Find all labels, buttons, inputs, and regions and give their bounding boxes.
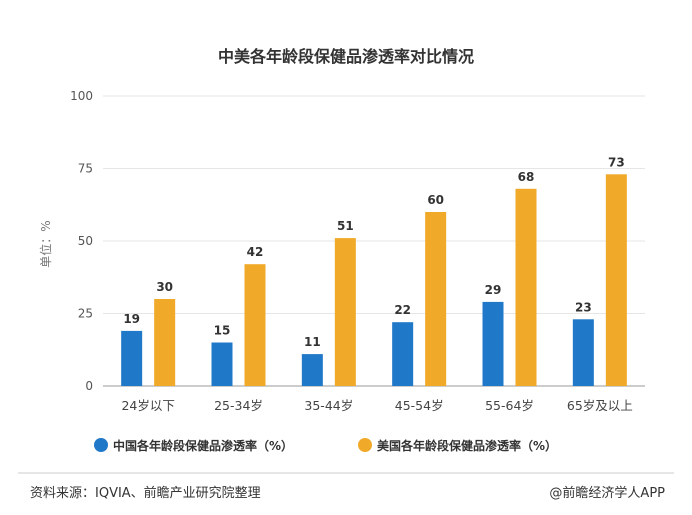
- x-tick-label: 65岁及以上: [567, 398, 633, 413]
- bar-usa: [425, 212, 447, 386]
- data-label-china: 22: [394, 303, 411, 317]
- bar-china: [392, 322, 414, 386]
- legend-label-usa: 美国各年龄段保健品渗透率（%）: [377, 438, 557, 453]
- data-label-china: 15: [214, 324, 231, 338]
- data-label-usa: 60: [427, 193, 444, 207]
- data-label-usa: 51: [337, 219, 354, 233]
- chart-title: 中美各年龄段保健品渗透率对比情况: [218, 47, 474, 66]
- bar-china: [121, 330, 143, 386]
- y-tick-label: 100: [70, 89, 93, 103]
- data-label-usa: 73: [608, 155, 625, 169]
- credit-note: @前瞻经济学人APP: [549, 485, 665, 501]
- legend-label-china: 中国各年龄段保健品渗透率（%）: [113, 438, 293, 453]
- y-tick-label: 75: [78, 162, 93, 176]
- x-tick-label: 24岁以下: [121, 398, 174, 413]
- data-labels: 19 30 15 42 11 51 22 60 29 68 23 73: [123, 155, 624, 349]
- x-axis-ticks: 24岁以下 25-34岁 35-44岁 45-54岁 55-64岁 65岁及以上: [121, 398, 632, 413]
- legend: 中国各年龄段保健品渗透率（%） 美国各年龄段保健品渗透率（%）: [94, 438, 557, 453]
- bar-usa: [334, 238, 356, 386]
- source-note: 资料来源：IQVIA、前瞻产业研究院整理: [30, 485, 261, 501]
- bar-china: [301, 354, 323, 386]
- data-label-usa: 42: [247, 245, 264, 259]
- y-tick-label: 25: [78, 307, 93, 321]
- data-label-china: 19: [123, 312, 140, 326]
- bar-usa: [605, 174, 627, 386]
- data-label-china: 29: [485, 283, 502, 297]
- bar-china: [572, 319, 594, 386]
- x-tick-label: 45-54岁: [395, 398, 444, 413]
- y-axis-ticks: 0 25 50 75 100: [70, 89, 93, 393]
- bar-usa: [154, 299, 176, 386]
- bars: [121, 174, 627, 386]
- bar-china: [211, 342, 233, 386]
- data-label-china: 11: [304, 335, 321, 349]
- bar-usa: [515, 188, 537, 386]
- gridlines: [103, 95, 645, 387]
- y-axis-label: 单位：%: [38, 220, 53, 267]
- bar-china: [482, 301, 504, 386]
- bar-usa: [244, 264, 266, 386]
- y-tick-label: 0: [85, 379, 93, 393]
- data-label-usa: 68: [518, 170, 535, 184]
- legend-marker-china: [94, 438, 108, 452]
- x-tick-label: 35-44岁: [304, 398, 353, 413]
- legend-marker-usa: [358, 438, 372, 452]
- x-tick-label: 25-34岁: [214, 398, 263, 413]
- data-label-usa: 30: [156, 280, 173, 294]
- y-tick-label: 50: [78, 234, 93, 248]
- x-tick-label: 55-64岁: [485, 398, 534, 413]
- data-label-china: 23: [575, 300, 592, 314]
